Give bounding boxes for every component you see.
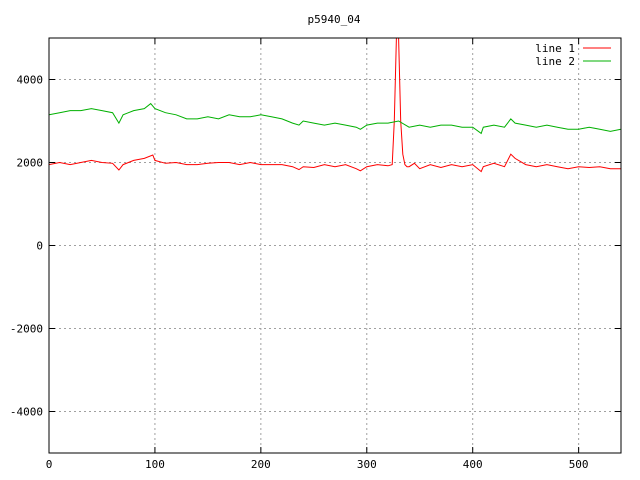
y-tick-label: 2000 [17,157,44,170]
x-tick-label: 200 [251,458,271,471]
y-tick-label: 0 [36,240,43,253]
x-tick-label: 500 [569,458,589,471]
tick-labels: 0 100 200 300 400 500 -4000 -2000 0 2000 4000 [10,74,589,472]
series-line-1 [49,38,621,173]
series-line-2 [49,102,621,135]
legend-label-2: line 2 [535,55,575,68]
legend-label-1: line 1 [535,42,575,55]
tick-marks [48,38,621,453]
y-tick-label: -2000 [10,323,43,336]
x-tick-label: 300 [357,458,377,471]
x-tick-label: 400 [463,458,483,471]
y-tick-label: 4000 [17,74,44,87]
x-tick-label: 0 [46,458,53,471]
plot-series [49,38,621,173]
y-tick-label: -4000 [10,406,43,419]
chart-title: p5940_04 [308,13,361,26]
grid [49,38,621,453]
x-tick-label: 100 [145,458,165,471]
